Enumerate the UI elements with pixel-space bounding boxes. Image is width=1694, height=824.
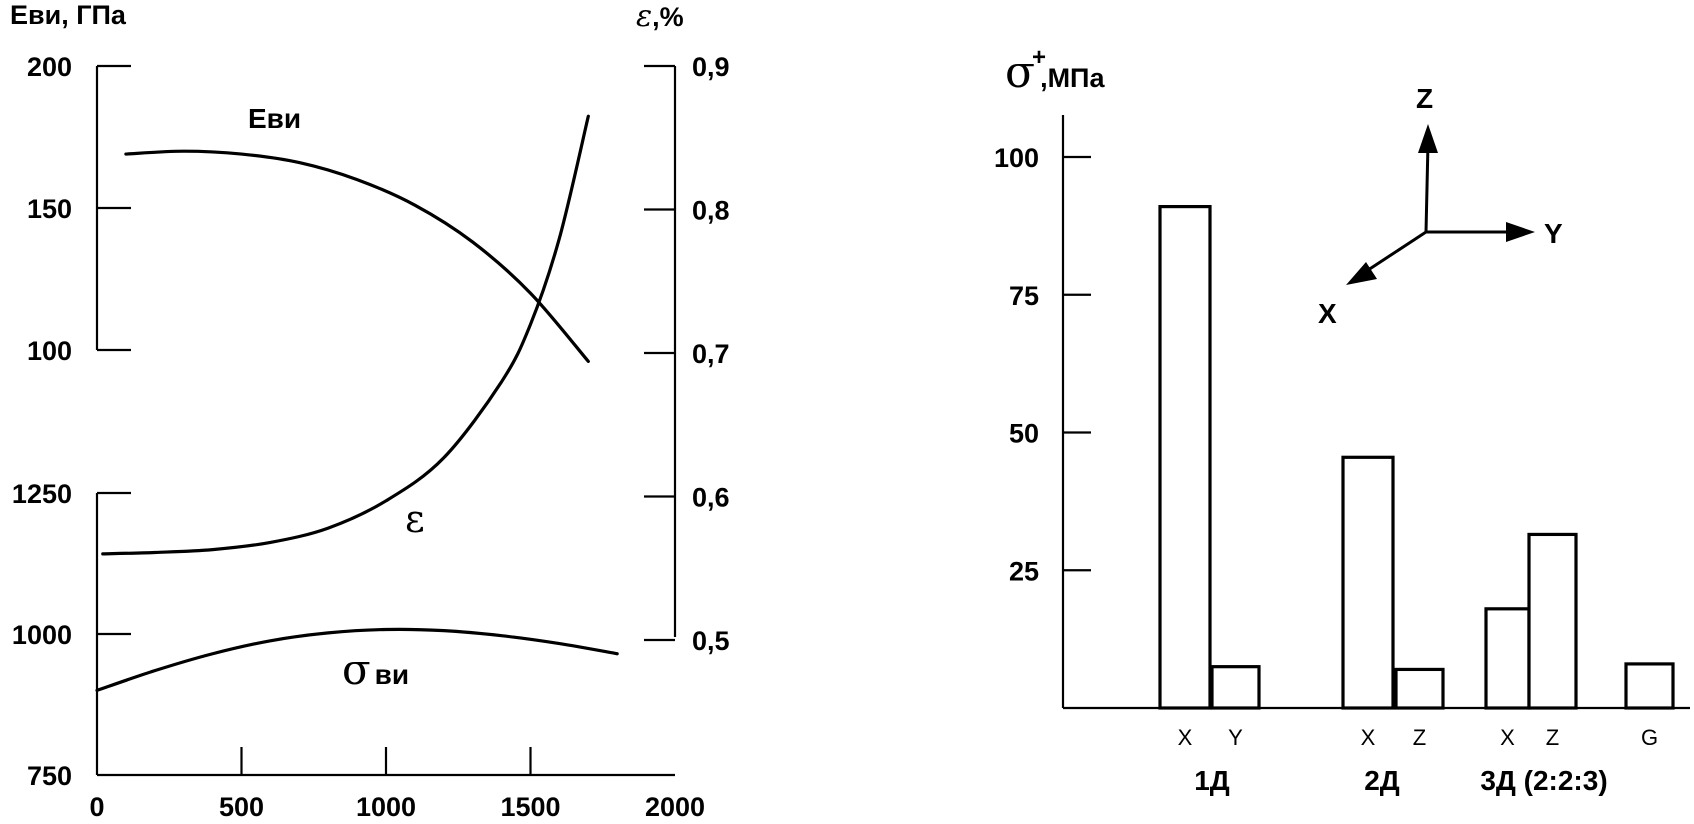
bar-group-label: 2Д [1364, 765, 1400, 796]
right-axis-title: ε,% [636, 0, 684, 34]
x-axis-label: X [1318, 298, 1337, 329]
bar [1394, 667, 1445, 710]
bar-category-label: X [1178, 725, 1193, 750]
bar-y-tick-label: 50 [1009, 419, 1039, 449]
bars [1158, 204, 1675, 710]
right-tick-label: 0,5 [692, 626, 730, 656]
bar-y-ticks: 25 50 75 100 [994, 143, 1091, 586]
bar-category-label: Z [1413, 725, 1426, 750]
left-tick-label: 100 [27, 336, 72, 366]
x-tick-label: 2000 [645, 792, 705, 822]
bar-y-tick-label: 75 [1009, 281, 1039, 311]
bar-category-label: Z [1546, 725, 1559, 750]
x-arrowhead-icon [1346, 262, 1377, 285]
z-arrowhead-icon [1418, 124, 1438, 153]
x-tick-label: 1000 [356, 792, 416, 822]
bar [1624, 662, 1675, 710]
y-axis-label: Y [1544, 218, 1563, 249]
x-ticks: 0 500 1000 1500 2000 [89, 747, 705, 822]
left-tick-label: 750 [27, 761, 72, 791]
x-tick-label: 1500 [500, 792, 560, 822]
bar-group-label: 3Д (2:2:3) [1480, 765, 1607, 796]
bar-y-axis-title-unit: ,МПа [1040, 63, 1105, 93]
series-label-sigma: σ ви [342, 645, 409, 694]
bar [1158, 204, 1212, 710]
series-label-epsilon: ε [405, 497, 425, 541]
left-chart: 100 150 200 750 1000 1250 0,5 0,6 0,7 0,8 0,9 0 50… [10, 0, 730, 822]
x-arrow-line [1361, 230, 1427, 276]
left-axis-title: Еви, ГПа [10, 0, 127, 30]
bar-y-axis-title: σ+ ,МПа [1005, 44, 1105, 98]
right-tick-label: 0,9 [692, 52, 730, 82]
right-ticks: 0,5 0,6 0,7 0,8 0,9 [644, 52, 730, 656]
bar-y-tick-label: 100 [994, 143, 1039, 173]
bar-y-axis-title-sup: + [1032, 44, 1046, 71]
series-label-sigma-glyph: σ [342, 645, 371, 694]
bar-category-label: X [1361, 725, 1376, 750]
bar-y-tick-label: 25 [1009, 556, 1039, 586]
left-ticks: 100 150 200 750 1000 1250 [12, 52, 131, 791]
series-label-evi: Еви [248, 103, 301, 134]
left-tick-label: 1250 [12, 479, 72, 509]
curve-sigma [95, 627, 619, 692]
curves [95, 114, 619, 692]
right-tick-label: 0,7 [692, 339, 730, 369]
bar [1484, 607, 1531, 710]
coordinate-axes-icon: Z Y X [1318, 83, 1563, 329]
x-tick-label: 0 [89, 792, 104, 822]
right-tick-label: 0,8 [692, 196, 730, 226]
bar-category-label: G [1641, 725, 1658, 750]
left-tick-label: 150 [27, 194, 72, 224]
bar-y-axis-title-glyph: σ [1005, 47, 1035, 98]
right-axis-title-unit: ,% [652, 2, 684, 32]
right-tick-label: 0,6 [692, 483, 730, 513]
bar-category-label: Y [1228, 725, 1243, 750]
group-labels: 1Д 2Д 3Д (2:2:3) [1194, 765, 1607, 796]
right-axis-title-glyph: ε [636, 0, 652, 34]
bar-category-label: X [1500, 725, 1515, 750]
left-tick-label: 1000 [12, 620, 72, 650]
bar [1210, 665, 1261, 710]
left-tick-label: 200 [27, 52, 72, 82]
bar-group-label: 1Д [1194, 765, 1230, 796]
z-axis-label: Z [1416, 83, 1433, 114]
series-label-sigma-sub: ви [375, 659, 409, 690]
bar [1527, 532, 1578, 710]
z-arrow-line [1424, 142, 1430, 233]
y-arrowhead-icon [1506, 222, 1535, 242]
curve-epsilon [101, 114, 590, 556]
bar [1341, 455, 1395, 710]
x-tick-label: 500 [219, 792, 264, 822]
curve-evi [124, 149, 590, 363]
